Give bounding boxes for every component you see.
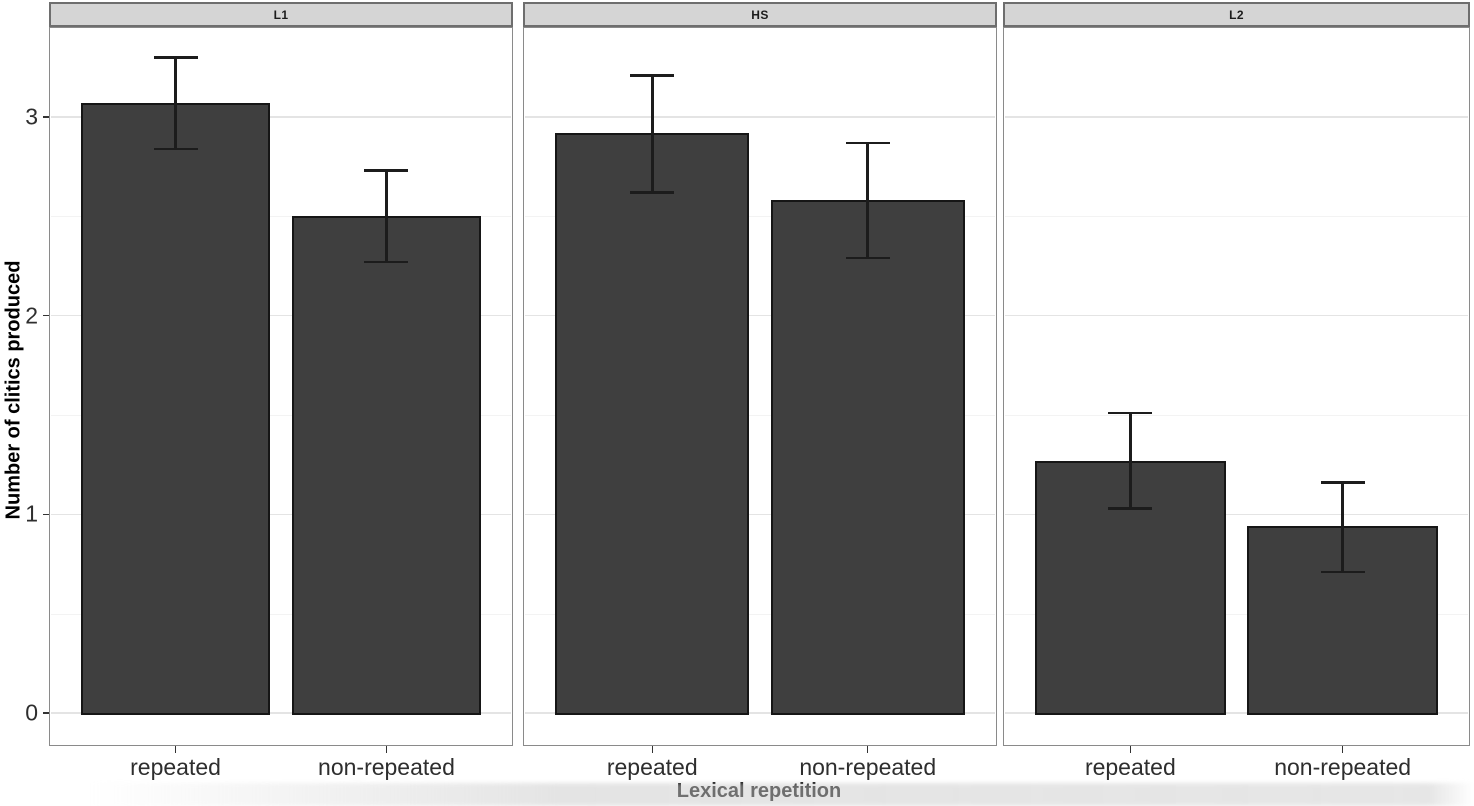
major-gridline: [1005, 712, 1468, 714]
error-bar-cap-bottom: [845, 256, 890, 260]
minor-gridline: [51, 414, 511, 416]
major-gridline: [1005, 513, 1468, 516]
x-axis-tick: [174, 746, 177, 753]
minor-gridline: [525, 613, 995, 615]
major-gridline: [51, 712, 511, 714]
bar-hs-repeated: [555, 132, 750, 715]
y-tick-label: 3: [25, 103, 38, 130]
x-category-label: non-repeated: [1274, 754, 1412, 780]
y-axis-tick: [43, 116, 49, 118]
x-category-label: repeated: [130, 754, 221, 780]
facet-strip-label: L2: [1229, 7, 1244, 22]
x-axis-tick: [866, 746, 869, 753]
error-bar-cap-top: [630, 74, 675, 77]
error-bar-line: [866, 142, 869, 259]
major-gridline: [525, 116, 995, 118]
x-axis-tick: [385, 746, 388, 753]
x-axis-tick: [1341, 746, 1344, 753]
error-bar-line: [174, 57, 177, 149]
x-axis-tick: [1129, 746, 1132, 753]
x-category-label: non-repeated: [799, 754, 937, 780]
bar-hs-non-repeated: [770, 200, 965, 715]
error-bar-cap-bottom: [364, 260, 409, 264]
error-bar-line: [1341, 482, 1344, 572]
facet-strip-hs: HS: [523, 2, 997, 27]
error-bar-cap-top: [153, 56, 198, 59]
x-category-label: non-repeated: [318, 754, 455, 780]
major-gridline: [525, 712, 995, 714]
y-tick-label: 0: [25, 699, 38, 726]
error-bar-cap-top: [1320, 481, 1365, 484]
error-bar-cap-top: [1108, 411, 1153, 415]
y-tick-label: 2: [25, 302, 38, 329]
minor-gridline: [1005, 216, 1468, 218]
facet-strip-label: L1: [273, 7, 289, 22]
bar-l1-repeated: [80, 103, 271, 715]
error-bar-cap-bottom: [1108, 507, 1153, 510]
major-gridline: [51, 116, 511, 118]
minor-gridline: [51, 216, 511, 218]
major-gridline: [525, 314, 995, 317]
major-gridline: [1005, 314, 1468, 317]
minor-gridline: [51, 613, 511, 615]
x-category-label: repeated: [1084, 754, 1176, 780]
facet-strip-label: HS: [751, 7, 769, 22]
error-bar-cap-bottom: [153, 147, 198, 151]
major-gridline: [525, 513, 995, 516]
x-axis-title: Lexical repetition: [676, 780, 842, 802]
error-bar-cap-bottom: [630, 191, 675, 194]
x-axis-tick: [651, 746, 653, 753]
major-gridline: [51, 314, 511, 317]
x-category-label: repeated: [606, 754, 698, 780]
error-bar-cap-top: [364, 169, 409, 172]
error-bar-cap-bottom: [1320, 570, 1365, 574]
error-bar-line: [385, 170, 388, 262]
minor-gridline: [1005, 613, 1468, 615]
minor-gridline: [525, 414, 995, 416]
error-bar-line: [651, 75, 654, 193]
facet-strip-l2: L2: [1003, 2, 1470, 27]
y-axis-tick: [43, 513, 49, 516]
y-axis-title: Number of clitics produced: [2, 260, 25, 520]
minor-gridline: [1005, 414, 1468, 416]
minor-gridline: [525, 216, 995, 218]
facet-strip-l1: L1: [49, 2, 513, 27]
bar-l1-non-repeated: [291, 216, 482, 715]
y-axis-tick: [43, 712, 49, 714]
error-bar-line: [1129, 413, 1132, 509]
error-bar-cap-top: [845, 141, 890, 145]
major-gridline: [1005, 116, 1468, 118]
y-tick-label: 1: [25, 500, 38, 527]
y-axis-tick: [43, 314, 49, 317]
major-gridline: [51, 513, 511, 516]
